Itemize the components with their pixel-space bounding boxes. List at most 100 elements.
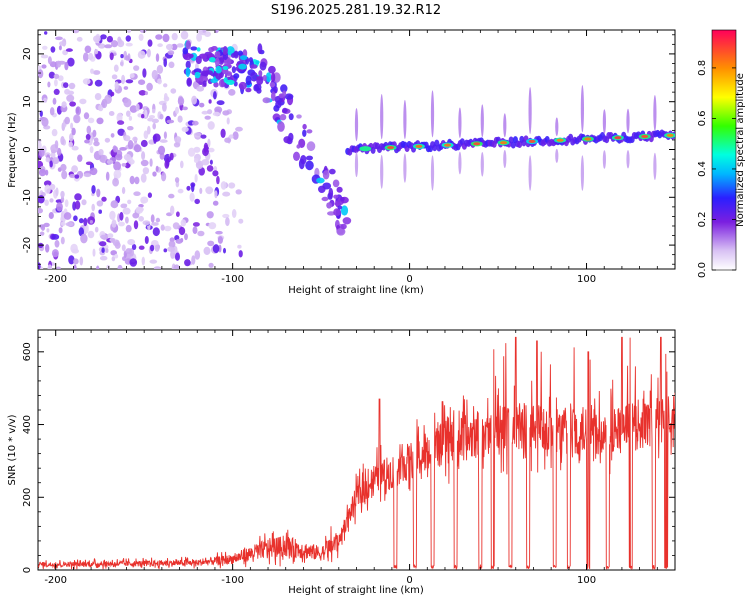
- spectral-blob: [194, 198, 200, 205]
- spectral-blob: [277, 121, 285, 132]
- spectral-blob: [121, 74, 126, 85]
- spectral-blob: [235, 189, 242, 195]
- spectral-blob: [212, 170, 219, 177]
- spectral-blob: [231, 66, 236, 74]
- spectral-blob: [240, 55, 248, 61]
- spectral-blob: [171, 43, 178, 51]
- spectral-blob: [94, 226, 99, 233]
- colorbar-tick-label: 0.0: [697, 262, 708, 278]
- spectral-blob: [115, 154, 123, 161]
- spectral-blob: [87, 117, 95, 124]
- spectral-blob: [125, 224, 132, 233]
- spectral-blob: [150, 214, 155, 223]
- spectral-blob: [140, 159, 149, 167]
- spectral-blob: [228, 182, 236, 189]
- spectral-blob: [72, 30, 80, 34]
- spectral-blob: [58, 75, 64, 82]
- spectral-blob: [288, 113, 294, 121]
- colorbar-tick-label: 0.2: [697, 212, 708, 228]
- spectral-blob: [124, 203, 128, 208]
- spectral-blob: [64, 61, 69, 71]
- spectral-blob: [282, 107, 288, 114]
- spectral-blob: [191, 120, 199, 126]
- spectral-blob: [66, 94, 75, 103]
- spectral-blob: [167, 246, 176, 252]
- spectral-blob: [49, 160, 53, 168]
- spectral-blob: [270, 72, 276, 83]
- spectral-blob: [147, 125, 151, 135]
- spectral-blob: [116, 112, 123, 123]
- spectral-blob: [124, 162, 131, 169]
- spectral-blob: [157, 145, 166, 155]
- spectral-blob: [222, 110, 230, 116]
- spectral-blob: [111, 40, 118, 48]
- snr-panel: -200 -100 0 100 0 200 400 600 Height of straigh…: [7, 329, 676, 596]
- spectral-blob: [177, 115, 183, 123]
- spectral-blob: [191, 95, 198, 105]
- spectral-blob: [415, 144, 423, 148]
- spectral-blob: [170, 205, 175, 215]
- spectral-blob: [38, 208, 43, 214]
- colorbar-gradient: [711, 29, 737, 271]
- spectral-blob: [38, 69, 44, 79]
- x-tick-label: 0: [406, 575, 412, 586]
- spectral-blob: [56, 202, 63, 212]
- spectral-blob: [238, 218, 244, 224]
- spectral-blob: [500, 141, 507, 145]
- spectral-blob: [61, 101, 67, 108]
- spectral-blob: [127, 199, 132, 205]
- spectral-blob: [222, 66, 229, 70]
- spectral-blob: [164, 225, 172, 232]
- spectral-blob: [212, 244, 220, 254]
- spectral-blob: [473, 142, 481, 146]
- spectral-blob: [403, 99, 407, 140]
- spectral-blob: [296, 144, 301, 149]
- spectral-blob: [153, 134, 157, 144]
- spectral-blob: [237, 50, 243, 56]
- x-tick-label: -200: [44, 274, 67, 285]
- spectral-blob: [209, 57, 216, 63]
- spectral-blob: [245, 87, 252, 93]
- spectral-blob: [168, 193, 175, 199]
- spectral-blob: [444, 143, 452, 147]
- spectral-blob: [215, 57, 220, 68]
- spectral-blob: [133, 191, 141, 196]
- spectral-blob: [51, 234, 60, 240]
- spectral-blob: [137, 207, 144, 212]
- spectral-blob: [155, 53, 160, 62]
- spectral-blob: [146, 48, 151, 58]
- spectral-blob: [196, 86, 205, 92]
- spectral-blob: [73, 264, 77, 269]
- spectral-blob: [78, 218, 84, 224]
- spectral-blob: [83, 52, 89, 62]
- spectral-blob: [110, 238, 116, 243]
- spectral-blob: [114, 253, 119, 259]
- spectral-blob: [48, 71, 56, 79]
- spectral-blob: [113, 64, 119, 72]
- spectral-blob: [162, 102, 167, 112]
- spectral-blob: [165, 157, 170, 167]
- spectral-blob: [47, 264, 53, 269]
- spectral-blob: [163, 248, 168, 253]
- spectral-blob: [51, 249, 59, 258]
- spectral-blob: [38, 195, 45, 204]
- spectral-blob: [85, 161, 93, 166]
- spectral-blob: [653, 152, 657, 180]
- spectral-blob: [138, 216, 144, 222]
- spectral-blob: [174, 136, 182, 144]
- spectral-blob: [151, 118, 159, 124]
- spectral-blob: [326, 202, 332, 209]
- spectral-blob: [316, 177, 325, 184]
- spectral-blob: [96, 117, 104, 125]
- spectral-blob: [139, 30, 147, 33]
- spectral-blob: [77, 154, 83, 162]
- spectral-blob: [138, 245, 145, 250]
- spectral-blob: [65, 222, 74, 227]
- spectral-blob: [288, 132, 294, 142]
- spectral-blob: [129, 105, 138, 113]
- spectral-blob: [215, 65, 222, 74]
- spectral-blob: [91, 203, 95, 212]
- snr-y-label: SNR (10 * v/v): [7, 414, 18, 485]
- spectral-blob: [52, 97, 57, 105]
- spectral-blob: [126, 30, 132, 34]
